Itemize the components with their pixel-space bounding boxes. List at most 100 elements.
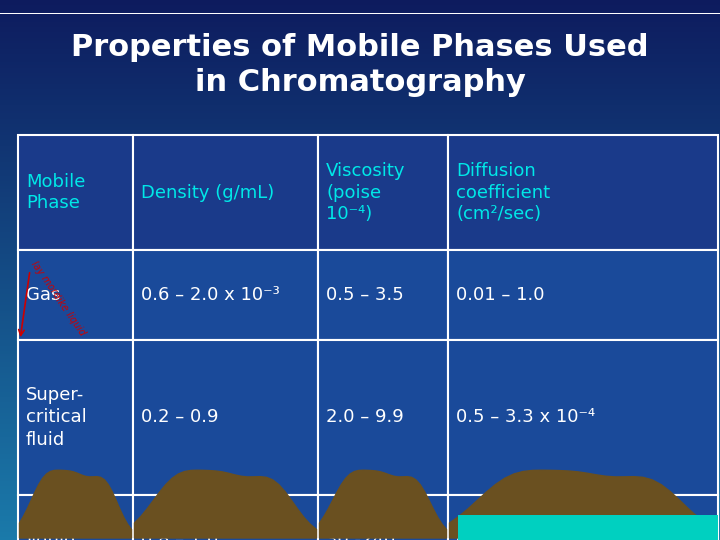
Bar <box>0 537 720 540</box>
Bar <box>0 59 720 62</box>
Bar <box>0 502 720 505</box>
Bar <box>0 305 720 308</box>
Bar <box>0 467 720 470</box>
Bar <box>318 135 448 250</box>
Bar <box>0 230 720 232</box>
Bar <box>0 76 720 78</box>
Bar <box>0 397 720 400</box>
Bar <box>0 259 720 262</box>
Bar <box>0 300 720 302</box>
Bar <box>0 462 720 464</box>
Bar <box>0 508 720 510</box>
Bar <box>0 70 720 73</box>
Text: 0.5 – 2.0 x 10⁻⁵: 0.5 – 2.0 x 10⁻⁵ <box>456 531 595 540</box>
Bar <box>0 513 720 516</box>
Bar <box>0 211 720 213</box>
Bar <box>0 483 720 486</box>
Bar <box>0 159 720 162</box>
Bar <box>0 451 720 454</box>
Bar <box>0 346 720 348</box>
Text: lay more: lay more <box>29 259 61 301</box>
Bar <box>0 243 720 246</box>
Bar <box>0 216 720 219</box>
Text: Mobile
Phase: Mobile Phase <box>26 173 86 212</box>
Bar <box>0 267 720 270</box>
Bar <box>0 526 720 529</box>
Bar <box>0 535 720 537</box>
Text: 0.5 – 3.5: 0.5 – 3.5 <box>326 286 404 304</box>
Bar <box>0 38 720 40</box>
Bar <box>133 495 318 540</box>
Bar <box>0 5 720 8</box>
Bar <box>0 427 720 429</box>
Bar <box>0 437 720 440</box>
Bar <box>0 148 720 151</box>
Bar <box>0 94 720 97</box>
Bar <box>0 162 720 165</box>
Bar <box>0 68 720 70</box>
Bar <box>0 338 720 340</box>
Bar <box>0 146 720 148</box>
Bar <box>0 324 720 327</box>
Bar <box>0 116 720 119</box>
Bar <box>0 321 720 324</box>
Bar <box>0 375 720 378</box>
Bar <box>0 165 720 167</box>
Bar <box>0 478 720 481</box>
Bar <box>0 103 720 105</box>
Bar <box>0 170 720 173</box>
Bar <box>0 278 720 281</box>
Bar <box>0 138 720 140</box>
Text: like liquid: like liquid <box>53 293 88 337</box>
Bar <box>0 181 720 184</box>
Bar <box>0 62 720 65</box>
Bar <box>0 529 720 532</box>
Text: Diffusion
coefficient
(cm²/sec): Diffusion coefficient (cm²/sec) <box>456 162 550 223</box>
Bar <box>0 405 720 408</box>
Bar <box>0 289 720 292</box>
Bar <box>0 464 720 467</box>
Bar <box>0 402 720 405</box>
Bar <box>0 356 720 359</box>
Bar <box>0 235 720 238</box>
Polygon shape <box>449 470 716 538</box>
Text: Viscosity
(poise
10⁻⁴): Viscosity (poise 10⁻⁴) <box>326 162 405 223</box>
Text: liquid: liquid <box>26 531 76 540</box>
Bar <box>0 19 720 22</box>
Bar <box>0 186 720 189</box>
Bar <box>0 521 720 524</box>
Bar <box>0 11 720 14</box>
Bar <box>0 221 720 224</box>
Bar <box>0 178 720 181</box>
Text: 0.8 – 1.0: 0.8 – 1.0 <box>141 531 218 540</box>
Bar <box>0 421 720 424</box>
Bar <box>0 367 720 370</box>
Bar <box>0 454 720 456</box>
Bar <box>0 57 720 59</box>
Bar <box>0 505 720 508</box>
Bar <box>0 359 720 362</box>
Bar <box>0 281 720 284</box>
Text: 0.01 – 1.0: 0.01 – 1.0 <box>456 286 544 304</box>
Bar <box>0 424 720 427</box>
Bar <box>0 316 720 319</box>
Bar <box>318 340 448 495</box>
Bar <box>0 100 720 103</box>
Bar <box>0 389 720 392</box>
Bar <box>0 16 720 19</box>
Bar <box>0 24 720 27</box>
Bar <box>0 35 720 38</box>
Bar <box>0 327 720 329</box>
Bar <box>0 440 720 443</box>
Bar <box>0 286 720 289</box>
Bar <box>0 443 720 445</box>
Bar <box>0 49 720 51</box>
Bar <box>0 273 720 275</box>
Bar <box>0 410 720 413</box>
Bar <box>0 532 720 535</box>
Bar <box>0 238 720 240</box>
Bar <box>0 254 720 256</box>
Bar <box>0 65 720 68</box>
Bar <box>0 518 720 521</box>
Bar <box>0 78 720 81</box>
